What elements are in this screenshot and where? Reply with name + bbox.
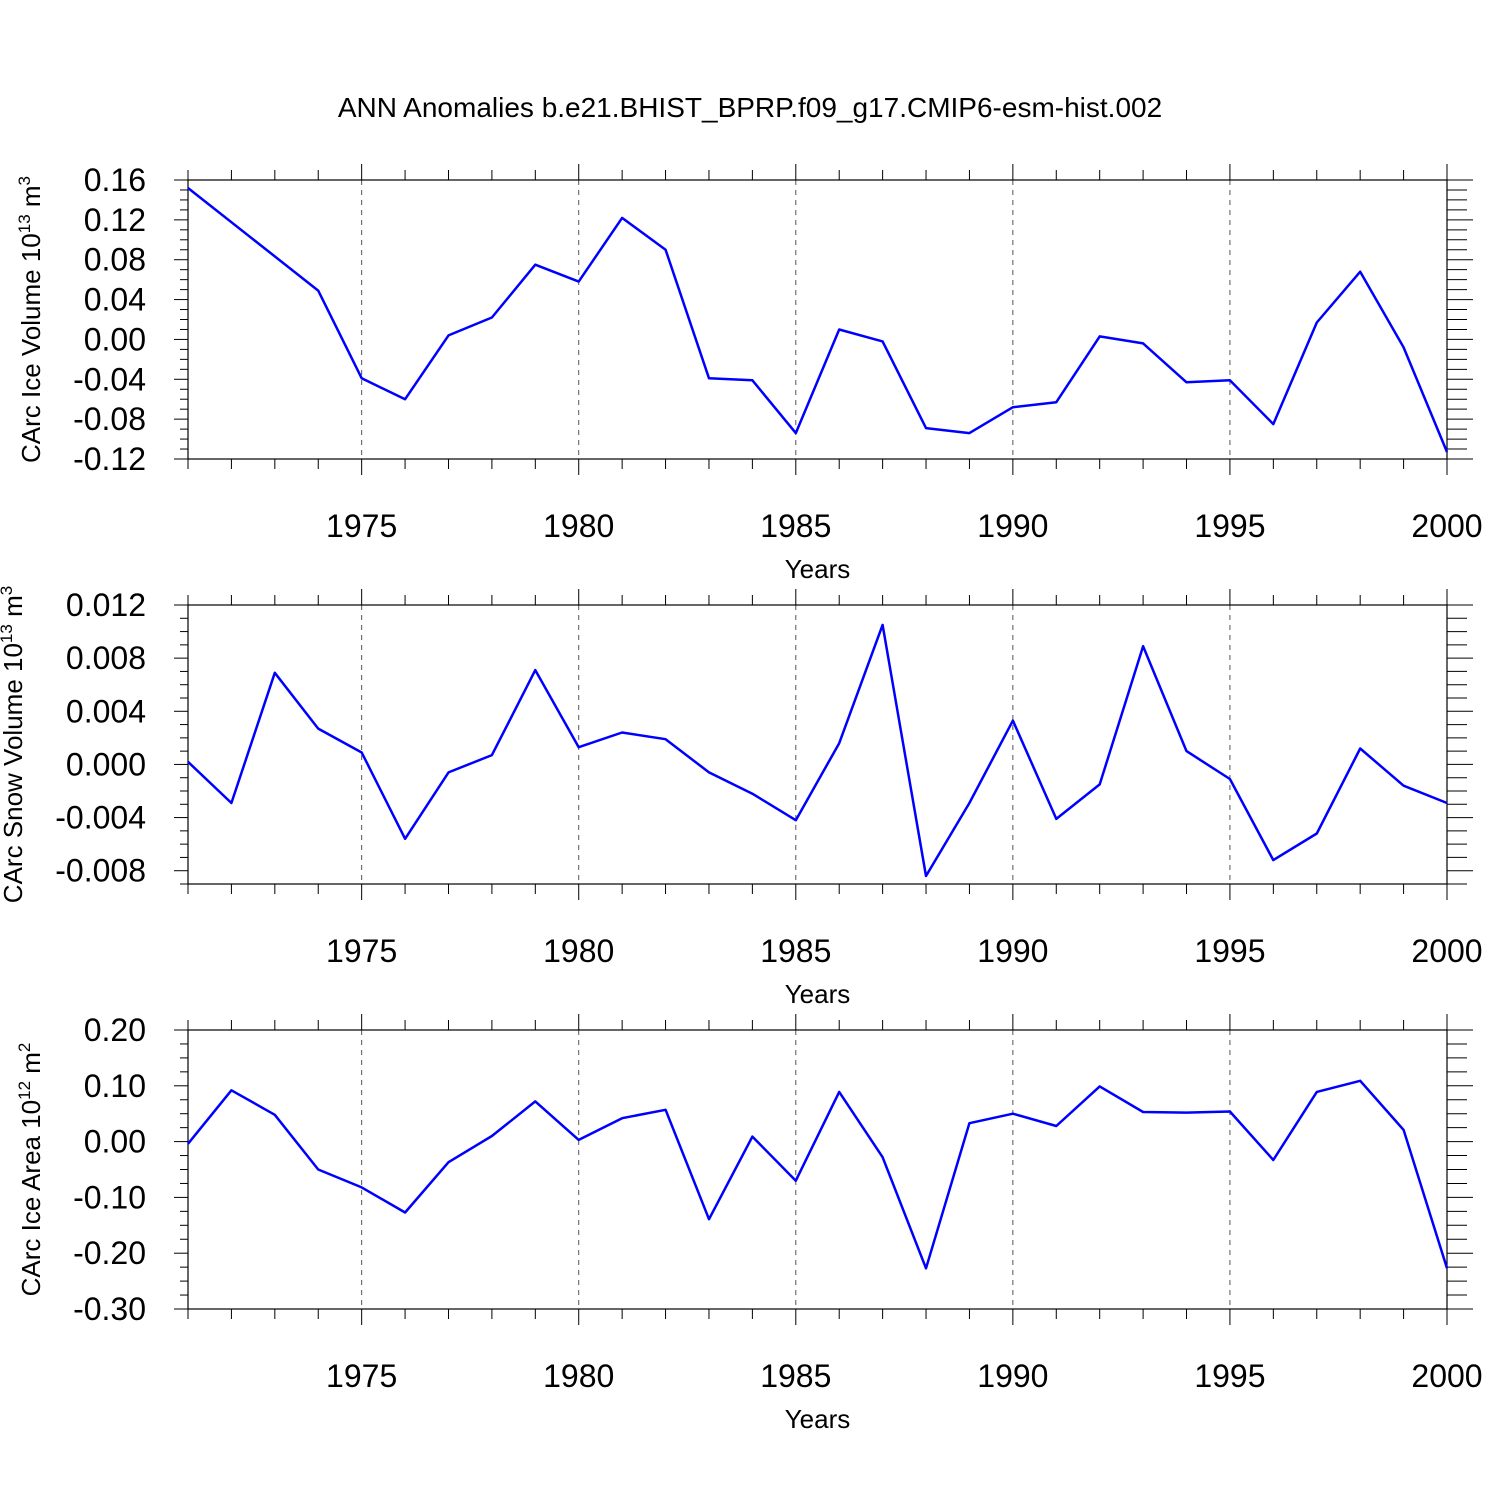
y-axis-title-text: CArc Ice Area 10 (16, 1100, 46, 1297)
x-tick-label: 1985 (760, 508, 831, 544)
y-axis-title-unit: m (16, 1052, 46, 1081)
x-axis-title: Years (785, 1404, 851, 1434)
x-tick-label: 1995 (1194, 508, 1265, 544)
x-tick-label: 1980 (543, 508, 614, 544)
y-axis-title-unit-exponent: 3 (15, 176, 34, 185)
plot-frame (187, 604, 1448, 885)
chart-panel-1: 0.16 0.12 0.08 0.040.00 -0.04 -0.08 -0.12 1975 1… (15, 162, 1483, 584)
chart-panel-2: 0.012 0.008 0.004 0.000 -0.004 -0.008 1975 1980… (0, 586, 1483, 1009)
x-tick-label: 2000 (1411, 933, 1482, 969)
y-axis-title-unit: m (16, 185, 46, 214)
y-axis-title-unit-exponent: 2 (15, 1043, 34, 1052)
y-tick-label: -0.12 (73, 441, 146, 477)
x-tick-label: 1975 (326, 508, 397, 544)
y-axis-title: CArc Ice Volume 1013 m3 (15, 176, 46, 463)
y-tick-label: 0.000 (66, 746, 146, 782)
figure-title: ANN Anomalies b.e21.BHIST_BPRP.f09_g17.C… (338, 92, 1162, 123)
y-tick-label: -0.10 (73, 1179, 146, 1215)
chart-panel-3: 0.20 0.10 0.00 -0.10 -0.20 -0.30 1975 1980 1985 1… (15, 1012, 1483, 1434)
y-tick-label: -0.30 (73, 1291, 146, 1327)
x-tick-label: 2000 (1411, 508, 1482, 544)
x-tick-label: 1985 (760, 933, 831, 969)
x-axis-title: Years (785, 554, 851, 584)
series-line (187, 187, 1449, 453)
y-axis-title-text: CArc Ice Volume 10 (16, 233, 46, 463)
x-tick-label: 1980 (543, 1358, 614, 1394)
y-tick-label: 0.008 (66, 640, 146, 676)
y-tick-label: 0.04 (84, 282, 146, 318)
y-tick-label: -0.008 (55, 853, 146, 889)
y-axis-title-exponent: 13 (0, 624, 16, 643)
y-axis-title: CArc Snow Volume 1013 m3 (0, 586, 28, 903)
x-tick-label: 1975 (326, 1358, 397, 1394)
y-tick-label: 0.10 (84, 1068, 146, 1104)
x-tick-label: 1980 (543, 933, 614, 969)
y-tick-label: -0.08 (73, 401, 146, 437)
y-tick-label: -0.04 (73, 361, 146, 397)
y-tick-label: 0.012 (66, 587, 146, 623)
y-tick-label: 0.16 (84, 162, 146, 198)
plot-frame (187, 179, 1448, 460)
y-tick-label: 0.12 (84, 202, 146, 238)
x-axis-title: Years (785, 979, 851, 1009)
y-axis-title-text: CArc Snow Volume 10 (0, 643, 28, 903)
series-line (187, 1079, 1449, 1270)
series-line (187, 623, 1448, 878)
y-tick-label: 0.00 (84, 1124, 146, 1160)
y-tick-label: 0.004 (66, 693, 146, 729)
x-tick-label: 1985 (760, 1358, 831, 1394)
y-tick-label: 0.08 (84, 242, 146, 278)
y-axis-title: CArc Ice Area 1012 m2 (15, 1043, 46, 1297)
y-tick-label: 0.20 (84, 1012, 146, 1048)
y-axis-title-exponent: 12 (15, 1081, 34, 1100)
x-tick-label: 2000 (1411, 1358, 1482, 1394)
y-tick-label: -0.20 (73, 1235, 146, 1271)
x-tick-label: 1975 (326, 933, 397, 969)
y-axis-title-unit-exponent: 3 (0, 586, 16, 595)
y-tick-label: 0.00 (84, 321, 146, 357)
x-tick-label: 1990 (977, 1358, 1048, 1394)
plot-frame (187, 1029, 1448, 1310)
y-tick-label: -0.004 (55, 800, 146, 836)
y-axis-title-unit: m (0, 595, 28, 624)
x-tick-label: 1990 (977, 508, 1048, 544)
y-axis-title-exponent: 13 (15, 214, 34, 233)
x-tick-label: 1995 (1194, 1358, 1265, 1394)
x-tick-label: 1990 (977, 933, 1048, 969)
x-tick-label: 1995 (1194, 933, 1265, 969)
